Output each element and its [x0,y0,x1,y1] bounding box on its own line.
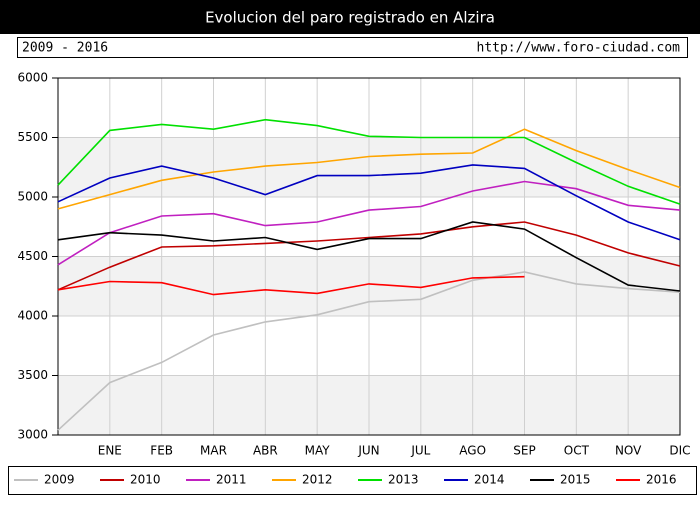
legend-label: 2015 [560,473,591,487]
x-tick-label: SEP [513,444,535,458]
legend-label: 2009 [44,473,75,487]
chart-title: Evolucion del paro registrado en Alzira [205,9,495,27]
series-line [57,275,525,296]
y-tick-label: 5500 [17,130,48,144]
legend-label: 2014 [474,473,505,487]
subtitle: 2009 - 2016 [22,41,108,56]
x-tick-label: ENE [98,444,122,458]
y-tick-label: 4500 [17,249,48,263]
legend-label: 2016 [646,473,677,487]
x-tick-label: DIC [669,444,690,458]
x-tick-label: MAR [200,444,227,458]
series-line [57,221,681,291]
series-line [57,221,681,292]
x-tick-label: FEB [150,444,173,458]
legend-label: 2010 [130,473,161,487]
series-line [57,128,681,210]
header-bar [0,0,700,34]
source: http://www.foro-ciudad.com [477,41,681,56]
x-tick-label: JUN [357,444,379,458]
legend-label: 2011 [216,473,247,487]
x-tick-label: OCT [564,444,590,458]
y-tick-label: 3000 [17,428,48,442]
legend-label: 2013 [388,473,419,487]
y-tick-label: 3500 [17,368,48,382]
x-tick-label: ABR [253,444,278,458]
y-tick-label: 4000 [17,309,48,323]
plot-frame [57,77,681,436]
x-tick-label: AGO [459,444,486,458]
series-line [57,164,681,241]
y-tick-label: 6000 [17,71,48,85]
subtitle-box [17,37,688,58]
series-line [57,118,681,205]
series-line [57,271,681,431]
x-tick-label: JUL [410,444,430,458]
y-tick-label: 5000 [17,190,48,204]
x-tick-label: MAY [305,444,331,458]
series-line [57,180,681,266]
legend-label: 2012 [302,473,333,487]
x-tick-label: NOV [615,444,642,458]
